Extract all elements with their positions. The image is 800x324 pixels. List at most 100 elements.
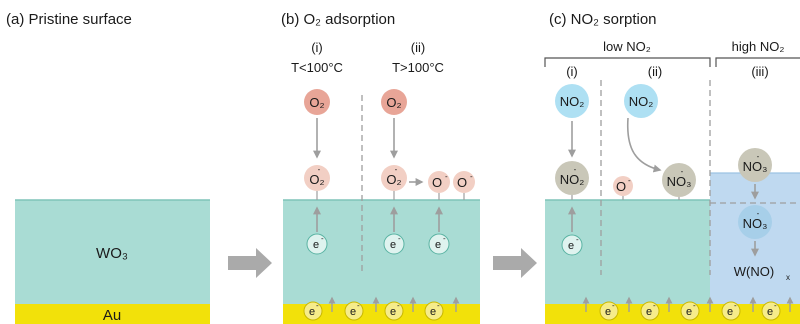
high-no2-bracket [715, 57, 800, 67]
svg-text:e: e [309, 306, 315, 318]
au-electron [599, 301, 619, 321]
svg-text:O: O [616, 179, 626, 194]
no2-molecule [555, 84, 589, 118]
svg-text:-: - [757, 152, 760, 161]
svg-text:-: - [437, 301, 440, 310]
svg-text:NO₂: NO₂ [560, 94, 585, 109]
electron [561, 234, 583, 256]
wo3-label: WO₃ [96, 245, 128, 262]
no3-minus-ion [662, 163, 696, 197]
svg-text:e: e [727, 306, 733, 318]
svg-text:-: - [576, 235, 579, 244]
svg-text:-: - [681, 167, 684, 176]
svg-text:NO₃: NO₃ [667, 174, 692, 189]
svg-text:-: - [574, 165, 577, 174]
transition-arrow-a-b [228, 248, 272, 278]
au-electrode [15, 304, 210, 324]
svg-text:-: - [443, 234, 446, 243]
o-minus-ion [613, 176, 633, 196]
svg-text:-: - [321, 234, 324, 243]
svg-text:O₂: O₂ [386, 95, 401, 110]
reaction-arrow [626, 117, 662, 173]
svg-text:e: e [767, 306, 773, 318]
svg-text:-: - [395, 165, 398, 174]
electron [383, 233, 405, 255]
svg-text:-: - [628, 176, 631, 185]
au-electron-row-c: e- e- e- e- e- [582, 296, 794, 321]
svg-text:e: e [390, 239, 396, 251]
o2-minus-ion [381, 165, 407, 191]
svg-text:-: - [445, 172, 448, 181]
svg-text:NO₃: NO₃ [743, 159, 768, 174]
no3-minus-bulk-ion [738, 205, 772, 239]
svg-text:-: - [397, 301, 400, 310]
low-no2-label: low NO₂ [603, 39, 651, 54]
panel-b-title: (b) O₂ adsorption [281, 11, 395, 28]
o-minus-ion [453, 171, 475, 193]
svg-text:-: - [470, 172, 473, 181]
electron [306, 233, 328, 255]
product-subscript: x [786, 273, 790, 282]
case-b-i-label: (i) [311, 40, 323, 55]
no2-molecule [624, 84, 658, 118]
svg-text:-: - [316, 301, 319, 310]
au-electron [303, 301, 323, 321]
svg-text:O: O [457, 175, 467, 190]
svg-text:O: O [432, 175, 442, 190]
case-b-ii-label: (ii) [411, 40, 425, 55]
svg-text:e: e [568, 240, 574, 252]
o2-molecule [304, 89, 330, 115]
o-minus-ion [428, 171, 450, 193]
panel-c-title: (c) NO₂ sorption [549, 11, 657, 28]
au-electrode-c [545, 304, 800, 324]
au-electron [721, 301, 741, 321]
o2-minus-ion [304, 165, 330, 191]
svg-text:-: - [318, 165, 321, 174]
svg-text:NO₂: NO₂ [629, 94, 654, 109]
wo3-layer [15, 200, 210, 304]
svg-text:-: - [357, 301, 360, 310]
svg-text:O₂: O₂ [386, 172, 401, 187]
electron [428, 233, 450, 255]
svg-text:e: e [605, 306, 611, 318]
case-b-i-condition: T<100°C [291, 60, 343, 75]
case-c-ii-label: (ii) [648, 64, 662, 79]
case-b-ii-condition: T>100°C [392, 60, 444, 75]
svg-text:e: e [646, 306, 652, 318]
svg-text:-: - [757, 209, 760, 218]
panel-a-title: (a) Pristine surface [6, 11, 132, 28]
panel-c: (c) NO₂ sorption low NO₂ high NO₂ (i) (i… [544, 11, 800, 324]
svg-text:e: e [435, 239, 441, 251]
au-electron [640, 301, 660, 321]
svg-text:e: e [430, 306, 436, 318]
svg-text:-: - [734, 301, 737, 310]
svg-text:e: e [686, 306, 692, 318]
svg-text:-: - [774, 301, 777, 310]
product-label: W(NO) [734, 264, 774, 279]
o2-molecule [381, 89, 407, 115]
svg-text:NO₂: NO₂ [560, 172, 585, 187]
au-label: Au [103, 307, 121, 324]
au-electron [680, 301, 700, 321]
low-no2-bracket [544, 57, 711, 67]
au-electron [344, 301, 364, 321]
case-c-iii-label: (iii) [751, 64, 768, 79]
svg-text:O₂: O₂ [309, 95, 324, 110]
no3-minus-ion [738, 148, 772, 182]
case-c-i-label: (i) [566, 64, 578, 79]
svg-text:e: e [390, 306, 396, 318]
transition-arrow-b-c [493, 248, 537, 278]
panel-a: (a) Pristine surface WO₃ Au [6, 11, 210, 324]
au-electron [424, 301, 444, 321]
high-no2-label: high NO₂ [732, 39, 785, 54]
svg-text:e: e [350, 306, 356, 318]
au-electron [761, 301, 781, 321]
panel-b: (b) O₂ adsorption (i) T<100°C (ii) T>100… [281, 11, 480, 324]
svg-text:-: - [398, 234, 401, 243]
svg-text:-: - [612, 301, 615, 310]
svg-text:e: e [313, 239, 319, 251]
svg-text:-: - [693, 301, 696, 310]
svg-text:NO₃: NO₃ [743, 216, 768, 231]
au-electron-row-b: e- e- e- e- [303, 296, 460, 321]
